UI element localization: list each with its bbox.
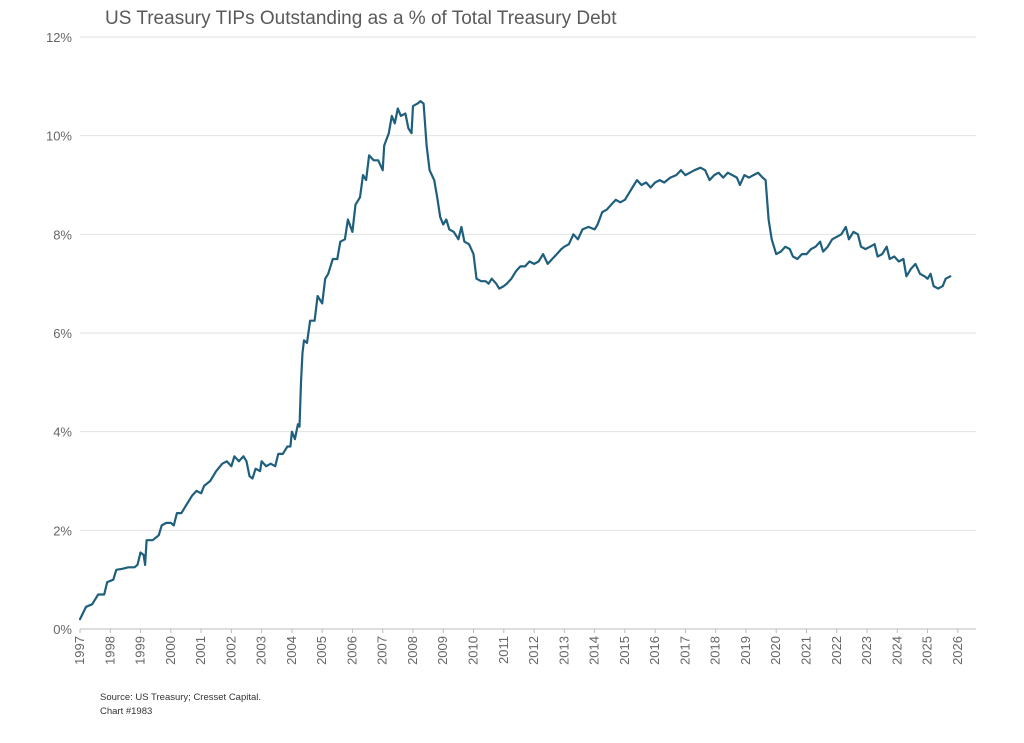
x-tick-label: 2012 xyxy=(526,636,541,665)
x-tick-label: 2025 xyxy=(920,636,935,665)
gridlines xyxy=(80,36,976,630)
y-tick-label: 2% xyxy=(53,523,72,538)
x-tick-label: 2024 xyxy=(889,636,904,665)
x-tick-label: 2026 xyxy=(950,636,965,665)
x-tick-label: 2017 xyxy=(677,636,692,665)
x-tick-label: 2010 xyxy=(466,636,481,665)
y-tick-label: 8% xyxy=(53,227,72,242)
x-tick-label: 2019 xyxy=(738,636,753,665)
x-tick-label: 1999 xyxy=(133,636,148,665)
x-tick-label: 2014 xyxy=(587,636,602,665)
x-tick-label: 2008 xyxy=(405,636,420,665)
x-tick-label: 2011 xyxy=(496,636,511,664)
x-tick-label: 2020 xyxy=(768,636,783,665)
x-tick-label: 2018 xyxy=(708,636,723,665)
x-tick-label: 2015 xyxy=(617,636,632,665)
x-tick-label: 2023 xyxy=(859,636,874,665)
x-tick-label: 2005 xyxy=(314,636,329,665)
x-tick-label: 2016 xyxy=(647,636,662,665)
source-note: Source: US Treasury; Cresset Capital. xyxy=(100,692,262,703)
series-line xyxy=(78,100,952,621)
x-tick-label: 2007 xyxy=(375,636,390,665)
x-axis-ticks: 1997 1998 1999 2000 2001 2002 2003 2004 2005 2006… xyxy=(72,629,965,665)
x-tick-label: 2006 xyxy=(344,636,359,665)
x-tick-label: 1997 xyxy=(72,636,87,665)
y-tick-label: 4% xyxy=(53,425,72,440)
x-tick-label: 2013 xyxy=(556,636,571,665)
x-tick-label: 1998 xyxy=(102,636,117,665)
x-tick-label: 2000 xyxy=(163,636,178,665)
x-tick-label: 2022 xyxy=(829,636,844,665)
x-tick-label: 2009 xyxy=(435,636,450,665)
x-tick-label: 2004 xyxy=(284,636,299,665)
x-tick-label: 2002 xyxy=(223,636,238,665)
y-tick-label: 12% xyxy=(46,30,72,45)
y-tick-label: 10% xyxy=(46,129,72,144)
y-axis-ticks: 0% 2% 4% 6% 8% 10% 12% xyxy=(46,30,72,637)
chart-title: US Treasury TIPs Outstanding as a % of T… xyxy=(105,8,617,29)
x-tick-label: 2003 xyxy=(254,636,269,665)
x-tick-label: 2001 xyxy=(193,636,208,665)
series-group xyxy=(78,100,952,621)
chart-number-note: Chart #1983 xyxy=(100,706,153,717)
y-tick-label: 0% xyxy=(53,622,72,637)
y-tick-label: 6% xyxy=(53,326,72,341)
x-tick-label: 2021 xyxy=(798,636,813,665)
